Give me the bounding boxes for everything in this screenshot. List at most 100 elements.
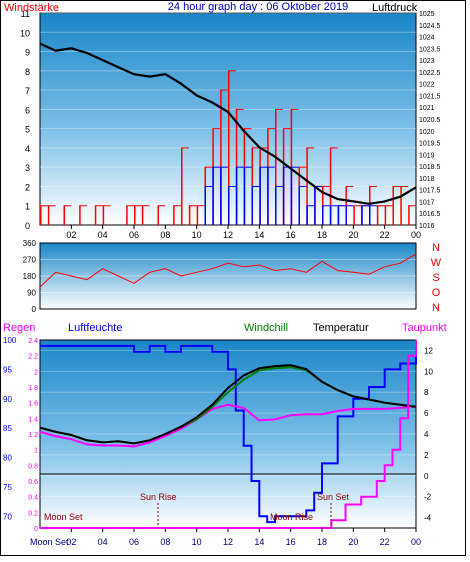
pressure-tick: 1021 [419,105,435,112]
wind-gust-bar [298,186,300,225]
wind-speed-bar [408,205,410,225]
wind-speed-tick: 7 [25,86,30,96]
compass-label: N [432,242,440,254]
chart-title: 24 hour graph day : 06 Oktober 2019 [168,1,348,13]
compass-label: W [431,257,442,269]
wind-speed-bar [181,147,183,225]
humidity-tick: 90 [3,395,12,404]
wind-speed-bar [384,205,387,225]
wind-gust-bar [282,167,285,225]
climate-time-axis: 02 04 06 08 10 12 14 16 18 20 22 00 [66,528,421,547]
pressure-tick: 1017 [419,199,435,206]
wind-speed-bar [376,205,379,225]
rain-axis: 0 0.2 0.4 0.6 0.8 1 1.2 1.4 1.6 1.8 2 2.2 2.4 [28,338,38,533]
sun-rise-label: Sun Rise [140,492,177,502]
wind-gust-bar [322,205,324,225]
wind-speed-bar [126,205,128,225]
wind-gust-bar [212,167,214,225]
dewpoint-label: Taupunkt [402,322,447,334]
temperature-line [39,364,417,445]
wind-speed-bar [63,205,65,225]
climate-time-tick: 18 [317,537,327,547]
pressure-tick: 1023.5 [419,46,441,53]
wind-gust-bar [243,167,246,225]
pressure-tick: 1021.5 [419,93,441,100]
direction-grid [40,259,416,293]
climate-time-tick: 22 [380,537,390,547]
direction-axis: 0 90 180 270 360 [23,239,37,314]
climate-panel-bg [39,339,417,529]
rain-tick: 2.4 [28,338,38,345]
wind-gust-bar [259,167,261,225]
climate-time-tick: 10 [192,537,202,547]
temperature-tick: 8 [424,388,429,397]
climate-time-tick: 04 [98,537,108,547]
wind-speed-tick: 4 [25,144,30,154]
wind-speed-bar [275,109,277,225]
wind-time-tick: 10 [192,230,202,240]
rain-tick: 0.8 [28,463,38,470]
pressure-tick: 1022 [419,82,435,89]
wind-gust-bars [204,166,377,225]
direction-tick: 270 [23,256,37,265]
humidity-tick: 95 [3,365,12,374]
humidity-line [40,344,417,524]
wind-time-tick: 18 [317,230,327,240]
direction-tick: 90 [27,289,36,298]
wind-speed-bar [392,186,394,225]
pressure-tick: 1019 [419,152,435,159]
wind-speed-bar [102,205,105,225]
wind-speed-tick: 1 [25,202,30,212]
pressure-tick: 1025 [419,11,435,18]
wind-speed-bar [400,186,402,225]
rain-axis-label: Regen [3,322,35,334]
wind-speed-bar [220,90,222,225]
moon-set-bottom-label: Moon Set [30,537,69,547]
wind-axis-label: Windstärke [4,2,59,14]
temperature-label: Temperatur [313,322,369,334]
wind-speed-bar [173,205,175,225]
climate-time-tick: 12 [223,537,233,547]
humidity-tick: 75 [3,483,12,492]
pressure-tick: 1016 [419,223,435,230]
direction-tick: 180 [23,272,37,281]
wind-speed-bar [228,70,230,226]
rain-tick: 2 [34,369,38,376]
wind-gust-bar [275,186,277,225]
pressure-axis: 1016 1016.5 1017 1017.5 1018 1018.5 1019 1019.5… [419,11,441,230]
climate-time-tick: 14 [254,537,264,547]
rain-tick: 0.4 [28,495,38,502]
wind-speed-bar [196,205,199,225]
pressure-tick: 1018 [419,176,435,183]
temperature-tick: -2 [424,493,432,502]
humidity-tick: 70 [3,512,12,521]
rain-tick: 1.4 [28,416,38,423]
temperature-tick: 2 [424,451,429,460]
temperature-tick: 0 [424,472,429,481]
wind-gust-bar [235,167,238,225]
direction-panel-bg [39,242,417,310]
humidity-tick: 80 [3,454,12,463]
humidity-axis-label: Luftfeuchte [68,322,122,334]
wind-gust-bar [251,186,253,225]
sun-set-label: Sun Set [317,492,350,502]
wind-speed-bar [188,205,191,225]
rain-tick: 1.8 [28,385,38,392]
rain-tick: 0 [34,526,38,533]
temperature-axis: -4 -2 0 2 4 6 8 10 12 [424,346,433,522]
climate-time-tick: 06 [129,537,139,547]
humidity-axis: 70 75 80 85 90 95 100 [3,336,17,521]
temperature-tick: 6 [424,409,429,418]
wind-gust-bar [345,205,347,225]
wind-speed-bar [134,205,136,225]
rain-tick: 0.2 [28,510,38,517]
wind-speed-bar [40,205,42,225]
wind-time-tick: 20 [348,230,358,240]
wind-speed-axis: 0 1 2 3 4 5 6 7 8 9 10 11 [20,9,30,231]
climate-time-tick: 08 [160,537,170,547]
wind-gust-bar [337,205,340,225]
wind-gust-bar [314,186,316,225]
pressure-tick: 1020 [419,129,435,136]
rain-tick: 1.6 [28,401,38,408]
wind-gust-bar [290,167,293,225]
